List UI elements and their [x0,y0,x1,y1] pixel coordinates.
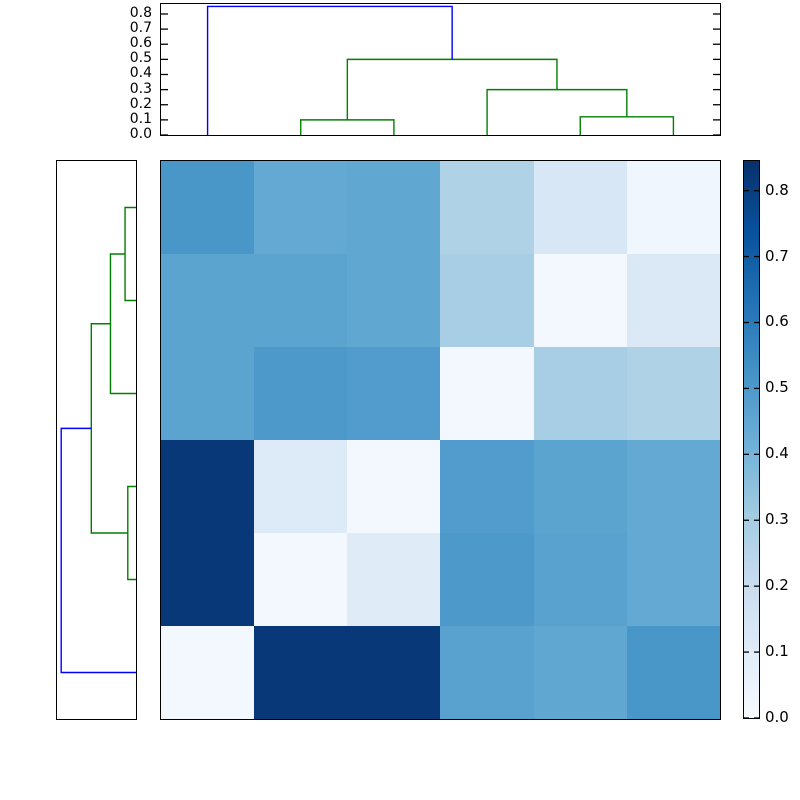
top-dendrogram-tick-label: 0.4 [129,65,152,82]
heatmap-cell [440,533,534,626]
top-dendrogram-links [161,5,720,135]
heatmap-cell [254,626,348,719]
heatmap-cell [347,626,441,719]
colorbar-ramp [744,161,759,718]
dendrogram-link [109,253,136,395]
heatmap-cell [533,626,627,719]
top-dendrogram-tick-label: 0.7 [129,20,152,37]
dendrogram-link [60,427,136,674]
heatmap-cell [347,440,441,533]
heatmap [160,160,721,720]
heatmap-cell [533,347,627,440]
heatmap-cell [254,533,348,626]
top-dendrogram-tick-label: 0.3 [129,80,152,97]
heatmap-cell [347,254,441,347]
top-dendrogram-tick-label: 0.0 [129,126,152,142]
heatmap-cell [626,626,720,719]
heatmap-cell [626,254,720,347]
heatmap-cell [626,440,720,533]
heatmap-cell [626,161,720,254]
top-dendrogram [160,3,721,136]
heatmap-cell [161,161,255,254]
dendrogram-link [486,88,628,135]
heatmap-cell [161,254,255,347]
dendrogram-link [124,206,136,302]
heatmap-cell [533,440,627,533]
colorbar-tick-label: 0.8 [765,180,789,199]
heatmap-cell [161,533,255,626]
heatmap-cell [161,626,255,719]
dendrogram-link [346,58,558,120]
heatmap-cell [533,161,627,254]
heatmap-cell [533,533,627,626]
colorbar-tick-label: 0.2 [765,576,789,595]
top-dendrogram-tick-label: 0.5 [129,50,152,67]
top-dendrogram-tick-label: 0.6 [129,35,152,52]
colorbar-tick-label: 0.1 [765,642,789,661]
heatmap-cell [440,626,534,719]
heatmap-cell [347,161,441,254]
row-dendrogram-links [60,206,136,674]
heatmap-cell [347,347,441,440]
heatmap-cell [440,254,534,347]
top-dendrogram-tick-label: 0.8 [129,4,152,21]
heatmap-cell [626,347,720,440]
heatmap-cell [254,254,348,347]
colorbar-tick-label: 0.4 [765,444,789,463]
colorbar [743,160,760,719]
colorbar-tick-label: 0.5 [765,378,789,397]
dendrogram-link [300,119,395,135]
colorbar-tick-label: 0.0 [765,708,789,726]
top-dendrogram-tick-label: 0.1 [129,110,152,127]
colorbar-gradient [744,161,759,718]
dendrogram-link [90,323,128,534]
colorbar-tick-label: 0.7 [765,246,789,265]
heatmap-cell [254,161,348,254]
heatmap-cell [161,347,255,440]
row-dendrogram [56,160,137,720]
colorbar-tick-label: 0.6 [765,312,789,331]
heatmap-cell [626,533,720,626]
heatmap-cell [254,440,348,533]
heatmap-cell [533,254,627,347]
dendrogram-link [579,116,675,135]
heatmap-cell [440,440,534,533]
heatmap-cell [440,161,534,254]
colorbar-tick-label: 0.3 [765,510,789,529]
heatmap-cell [161,440,255,533]
dendrogram-link [127,485,136,581]
heatmap-cell [347,533,441,626]
top-dendrogram-tick-label: 0.2 [129,95,152,112]
dendrogram-link [206,5,453,135]
heatmap-cell [440,347,534,440]
heatmap-cell [254,347,348,440]
